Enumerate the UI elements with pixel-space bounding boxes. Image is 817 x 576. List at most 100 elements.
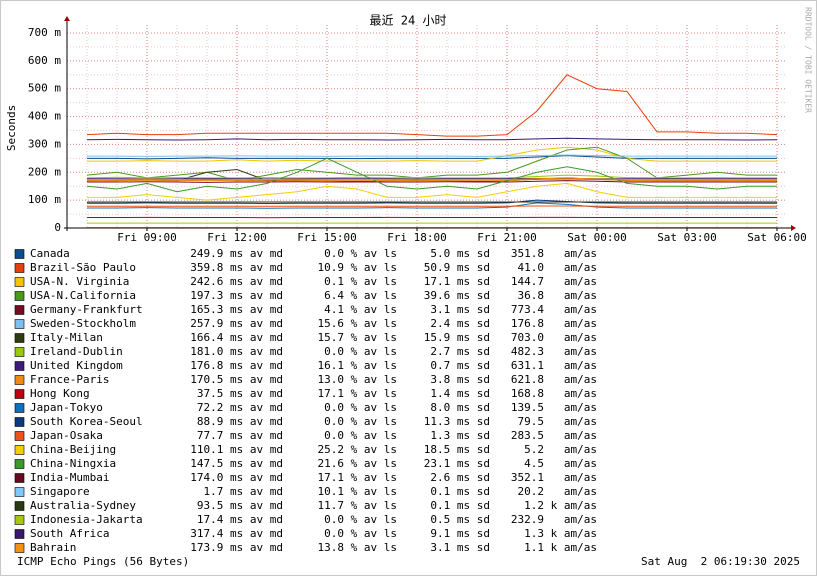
legend-stat: 3.8 ms sd — [430, 373, 490, 386]
legend-label: USA-N. Virginia — [30, 275, 129, 288]
y-tick-label: 600 m — [28, 54, 61, 67]
legend-stat: 17.1 % av ls — [318, 387, 397, 400]
legend-stat: 1.7 ms av md — [204, 485, 283, 498]
footer-left: ICMP Echo Pings (56 Bytes) — [17, 555, 189, 568]
legend-swatch — [14, 319, 25, 329]
legend-stat: 144.7 am/as — [511, 275, 597, 288]
legend-stat: 13.0 % av ls — [318, 373, 397, 386]
legend-swatch — [14, 277, 25, 287]
legend-stat: 0.0 % av ls — [324, 415, 397, 428]
x-tick-label: Fri 15:00 — [297, 231, 357, 244]
legend-stat: 39.6 ms sd — [424, 289, 490, 302]
series-line — [87, 177, 777, 181]
legend-stat: 36.8 am/as — [518, 289, 597, 302]
legend-stat: 1.2 k am/as — [524, 499, 597, 512]
legend-stat: 242.6 ms av md — [190, 275, 283, 288]
legend-stat: 2.7 ms sd — [430, 345, 490, 358]
legend-label: South Africa — [30, 527, 109, 540]
legend-stat: 165.3 ms av md — [190, 303, 283, 316]
legend-stat: 20.2 am/as — [518, 485, 597, 498]
legend-stat: 0.1 ms sd — [430, 499, 490, 512]
legend-stat: 2.6 ms sd — [430, 471, 490, 484]
legend-stat: 139.5 am/as — [511, 401, 597, 414]
legend-stat: 11.3 ms sd — [424, 415, 490, 428]
legend-swatch — [14, 417, 25, 427]
legend-stat: 5.0 ms sd — [430, 247, 490, 260]
legend-stat: 197.3 ms av md — [190, 289, 283, 302]
series-line — [87, 146, 777, 162]
legend-swatch — [14, 543, 25, 553]
legend-stat: 249.9 ms av md — [190, 247, 283, 260]
legend-swatch — [14, 305, 25, 315]
legend-stat: 79.5 am/as — [518, 415, 597, 428]
legend-label: United Kingdom — [30, 359, 123, 372]
legend-stat: 0.0 % av ls — [324, 527, 397, 540]
legend-label: Indonesia-Jakarta — [30, 513, 143, 526]
legend-label: Canada — [30, 247, 70, 260]
legend-label: Germany-Frankfurt — [30, 303, 143, 316]
legend-swatch — [14, 473, 25, 483]
y-tick-label: 0 — [54, 221, 61, 234]
legend-stat: 10.9 % av ls — [318, 261, 397, 274]
series-line — [87, 202, 777, 209]
legend-stat: 0.1 ms sd — [430, 485, 490, 498]
side-note: RRDTOOL / TOBI OETIKER — [804, 7, 813, 113]
legend-stat: 77.7 ms av md — [197, 429, 283, 442]
x-tick-label: Sat 06:00 — [747, 231, 807, 244]
y-tick-label: 200 m — [28, 165, 61, 178]
legend-swatch — [14, 445, 25, 455]
legend-label: Hong Kong — [30, 387, 90, 400]
y-tick-label: 400 m — [28, 110, 61, 123]
y-tick-label: 500 m — [28, 82, 61, 95]
legend-stat: 181.0 ms av md — [190, 345, 283, 358]
legend-stat: 50.9 ms sd — [424, 261, 490, 274]
legend-label: South Korea-Seoul — [30, 415, 143, 428]
legend-swatch — [14, 375, 25, 385]
legend-stat: 3.1 ms sd — [430, 541, 490, 554]
legend-stat: 351.8 am/as — [511, 247, 597, 260]
legend-stat: 72.2 ms av md — [197, 401, 283, 414]
series-line — [86, 177, 778, 182]
legend-stat: 0.0 % av ls — [324, 513, 397, 526]
legend-stat: 703.0 am/as — [511, 331, 597, 344]
legend-stat: 0.1 % av ls — [324, 275, 397, 288]
y-axis-arrow — [64, 16, 70, 21]
legend-stat: 18.5 ms sd — [424, 443, 490, 456]
legend-stat: 170.5 ms av md — [190, 373, 283, 386]
footer-right: Sat Aug 2 06:19:30 2025 — [641, 555, 800, 568]
legend-swatch — [14, 361, 25, 371]
legend-label: Singapore — [30, 485, 90, 498]
legend-label: Japan-Tokyo — [30, 401, 103, 414]
legend-stat: 15.6 % av ls — [318, 317, 397, 330]
legend-stat: 168.8 am/as — [511, 387, 597, 400]
y-tick-label: 300 m — [28, 137, 61, 150]
legend-stat: 25.2 % av ls — [318, 443, 397, 456]
legend-stat: 4.5 am/as — [524, 457, 597, 470]
legend-swatch — [14, 403, 25, 413]
series-line — [87, 155, 777, 160]
series-line — [86, 174, 777, 179]
legend-stat: 176.8 am/as — [511, 317, 597, 330]
legend-label: Brazil-São Paulo — [30, 261, 136, 274]
legend-label: India-Mumbai — [30, 471, 109, 484]
legend-swatch — [14, 431, 25, 441]
legend-stat: 0.0 % av ls — [324, 247, 397, 260]
legend-stat: 0.5 ms sd — [430, 513, 490, 526]
chart-title: 最近 24 小时 — [370, 14, 447, 28]
legend-label: Japan-Osaka — [30, 429, 103, 442]
x-tick-label: Fri 21:00 — [477, 231, 537, 244]
legend-stat: 93.5 ms av md — [197, 499, 283, 512]
legend-swatch — [14, 389, 25, 399]
x-tick-label: Fri 12:00 — [207, 231, 267, 244]
legend-label: Italy-Milan — [30, 331, 103, 344]
x-tick-label: Fri 18:00 — [387, 231, 447, 244]
legend-stat: 232.9 am/as — [511, 513, 597, 526]
legend-stat: 1.3 k am/as — [524, 527, 597, 540]
legend-stat: 16.1 % av ls — [318, 359, 397, 372]
series-line — [87, 180, 777, 183]
legend-stat: 9.1 ms sd — [430, 527, 490, 540]
legend-stat: 23.1 ms sd — [424, 457, 490, 470]
legend-stat: 317.4 ms av md — [190, 527, 283, 540]
x-tick-label: Fri 09:00 — [117, 231, 177, 244]
